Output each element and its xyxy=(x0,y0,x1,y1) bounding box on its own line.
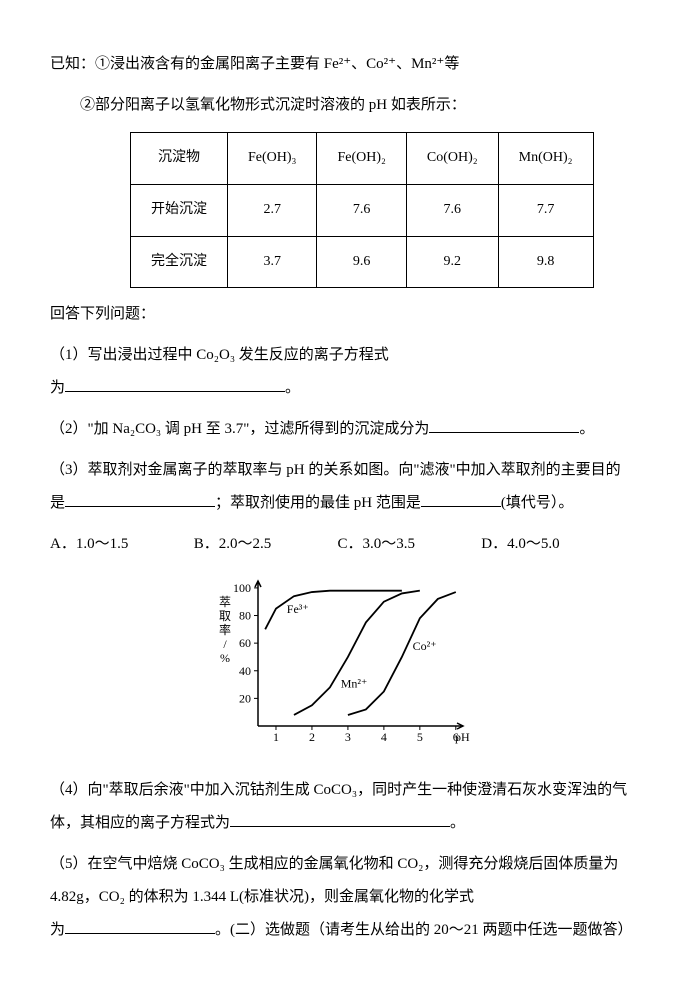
td: 2.7 xyxy=(228,184,317,236)
choice-d: D．4.0～5.0 xyxy=(481,528,621,561)
svg-text:%: % xyxy=(220,651,230,665)
blank xyxy=(65,376,285,392)
q1-suffix: 。 xyxy=(285,380,300,396)
td: 7.6 xyxy=(317,184,406,236)
blank xyxy=(230,811,450,827)
td: 开始沉淀 xyxy=(131,184,228,236)
td: 7.6 xyxy=(406,184,498,236)
q4: （4）向"萃取后余液"中加入沉钴剂生成 CoCO₃，同时产生一种使澄清石灰水变浑… xyxy=(50,774,635,840)
svg-text:3: 3 xyxy=(344,730,350,744)
q2: （2）"加 Na₂CO₃ 调 pH 至 3.7"，过滤所得到的沉淀成分为 。 xyxy=(50,413,635,446)
td: 9.8 xyxy=(498,236,593,288)
svg-text:100: 100 xyxy=(233,581,251,595)
choices: A．1.0～1.5 B．2.0～2.5 C．3.0～3.5 D．4.0～5.0 xyxy=(50,528,635,561)
q3-b: ；萃取剂使用的最佳 pH 范围是 xyxy=(215,495,421,511)
svg-text:80: 80 xyxy=(239,609,251,623)
q4-prefix: 体，其相应的离子方程式为 xyxy=(50,815,230,831)
svg-text:20: 20 xyxy=(239,692,251,706)
q3-c: (填代号）。 xyxy=(501,495,574,511)
extraction-chart: 12345620406080100pH萃取率/%Fe³⁺Mn²⁺Co²⁺ xyxy=(50,571,635,764)
svg-text:Fe³⁺: Fe³⁺ xyxy=(286,602,308,616)
q1: （1）写出浸出过程中 Co₂O₃ 发生反应的离子方程式 为 。 xyxy=(50,339,635,405)
svg-text:5: 5 xyxy=(416,730,422,744)
q3: （3）萃取剂对金属离子的萃取率与 pH 的关系如图。向"滤液"中加入萃取剂的主要… xyxy=(50,454,635,520)
choice-b: B．2.0～2.5 xyxy=(194,528,334,561)
svg-text:60: 60 xyxy=(239,637,251,651)
choice-a: A．1.0～1.5 xyxy=(50,528,190,561)
q1-text: （1）写出浸出过程中 Co₂O₃ 发生反应的离子方程式 xyxy=(50,347,389,363)
q5: （5）在空气中焙烧 CoCO₃ 生成相应的金属氧化物和 CO₂，测得充分煅烧后固… xyxy=(50,848,635,947)
svg-text:1: 1 xyxy=(272,730,278,744)
q4-suffix: 。 xyxy=(450,815,465,831)
td: 3.7 xyxy=(228,236,317,288)
intro-1: 已知：①浸出液含有的金属阳离子主要有 Fe²⁺、Co²⁺、Mn²⁺等 xyxy=(50,48,635,81)
q5-line1: （5）在空气中焙烧 CoCO₃ 生成相应的金属氧化物和 CO₂，测得充分煅烧后固… xyxy=(50,856,618,872)
svg-text:/: / xyxy=(223,637,227,651)
svg-text:率: 率 xyxy=(218,622,230,637)
th: Co(OH)₂ xyxy=(406,133,498,185)
blank xyxy=(65,918,215,934)
blank xyxy=(429,417,579,433)
td: 完全沉淀 xyxy=(131,236,228,288)
svg-text:2: 2 xyxy=(308,730,314,744)
th: Mn(OH)₂ xyxy=(498,133,593,185)
q2-prefix: （2）"加 Na₂CO₃ 调 pH 至 3.7"，过滤所得到的沉淀成分为 xyxy=(50,421,429,437)
answer-heading: 回答下列问题： xyxy=(50,298,635,331)
table-row: 完全沉淀 3.7 9.6 9.2 9.8 xyxy=(131,236,594,288)
th: Fe(OH)₃ xyxy=(228,133,317,185)
table-row: 开始沉淀 2.7 7.6 7.6 7.7 xyxy=(131,184,594,236)
td: 7.7 xyxy=(498,184,593,236)
svg-text:萃: 萃 xyxy=(218,595,230,609)
blank xyxy=(421,491,501,507)
th: 沉淀物 xyxy=(131,133,228,185)
svg-text:Mn²⁺: Mn²⁺ xyxy=(340,677,367,691)
th: Fe(OH)₂ xyxy=(317,133,406,185)
intro-2: ②部分阳离子以氢氧化物形式沉淀时溶液的 pH 如表所示： xyxy=(50,89,635,122)
q5-prefix: 为 xyxy=(50,922,65,938)
svg-text:Co²⁺: Co²⁺ xyxy=(412,639,436,653)
choice-c: C．3.0～3.5 xyxy=(338,528,478,561)
svg-text:4: 4 xyxy=(380,730,386,744)
svg-text:pH: pH xyxy=(455,730,470,744)
q3-line1: （3）萃取剂对金属离子的萃取率与 pH 的关系如图。向"滤液"中加入萃取剂的主要… xyxy=(50,462,621,478)
q4-line1: （4）向"萃取后余液"中加入沉钴剂生成 CoCO₃，同时产生一种使澄清石灰水变浑… xyxy=(50,782,627,798)
q5-suffix: 。(二）选做题（请考生从给出的 20～21 两题中任选一题做答） xyxy=(215,922,633,938)
chart-svg: 12345620406080100pH萃取率/%Fe³⁺Mn²⁺Co²⁺ xyxy=(213,571,473,751)
q3-a: 是 xyxy=(50,495,65,511)
table-header-row: 沉淀物 Fe(OH)₃ Fe(OH)₂ Co(OH)₂ Mn(OH)₂ xyxy=(131,133,594,185)
blank xyxy=(65,491,215,507)
ph-table: 沉淀物 Fe(OH)₃ Fe(OH)₂ Co(OH)₂ Mn(OH)₂ 开始沉淀… xyxy=(130,132,594,288)
q2-suffix: 。 xyxy=(579,421,594,437)
svg-text:取: 取 xyxy=(218,609,230,623)
td: 9.6 xyxy=(317,236,406,288)
td: 9.2 xyxy=(406,236,498,288)
q5-line2: 4.82g，CO₂ 的体积为 1.344 L(标准状况)，则金属氧化物的化学式 xyxy=(50,889,474,905)
svg-text:40: 40 xyxy=(239,664,251,678)
q1-prefix: 为 xyxy=(50,380,65,396)
